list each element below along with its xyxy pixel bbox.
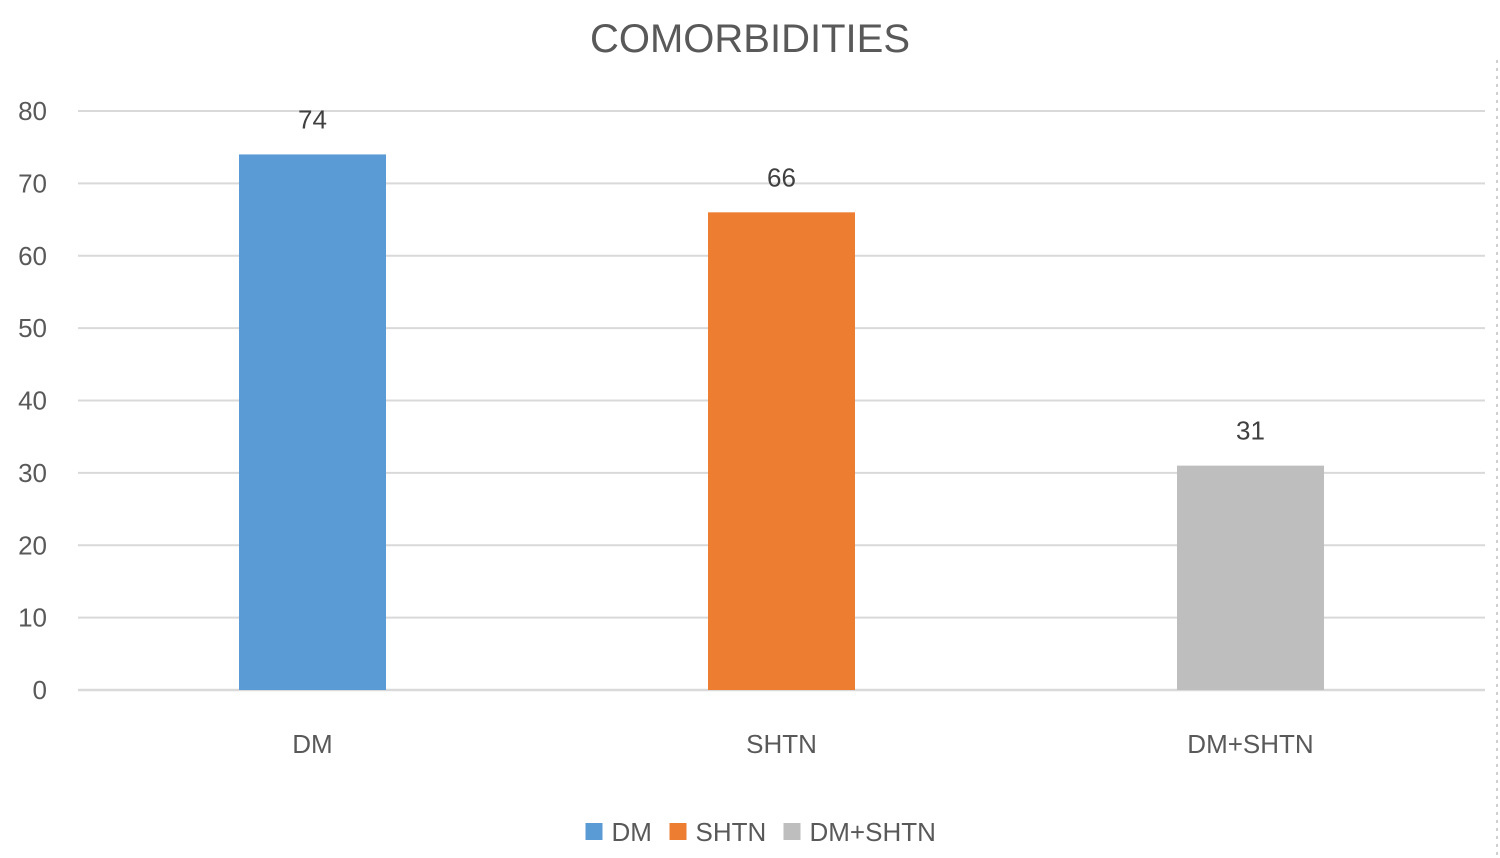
y-tick-label: 10 [18,603,47,633]
chart-title: COMORBIDITIES [590,17,910,61]
data-label: 31 [1236,416,1265,446]
legend-swatch [669,823,687,840]
data-label: 66 [767,162,796,192]
y-tick-label: 70 [18,168,47,198]
legend-label: DM+SHTN [810,817,936,847]
y-tick-label: 80 [18,96,47,126]
y-tick-label: 50 [18,313,47,343]
x-category-label: DM [292,729,332,759]
legend-label: DM [612,817,652,847]
data-label: 74 [298,104,327,134]
legend-swatch [585,823,603,840]
bar-dm-shtn [1177,465,1324,690]
legend: DM SHTN DM+SHTN [585,817,936,847]
bar-shtn [708,212,855,690]
x-category-label: SHTN [746,729,817,759]
x-category-label: DM+SHTN [1187,729,1313,759]
data-labels: 74 66 31 [298,104,1265,445]
bars [239,154,1324,691]
y-tick-label: 60 [18,241,47,271]
y-tick-label: 0 [33,675,47,705]
x-axis-categories: DM SHTN DM+SHTN [292,729,1313,759]
legend-swatch [783,823,801,840]
y-tick-label: 30 [18,458,47,488]
bar-dm [239,154,386,691]
legend-label: SHTN [696,817,767,847]
y-axis-ticks: 0 10 20 30 40 50 60 70 80 [18,96,47,705]
y-tick-label: 40 [18,386,47,416]
y-tick-label: 20 [18,530,47,560]
